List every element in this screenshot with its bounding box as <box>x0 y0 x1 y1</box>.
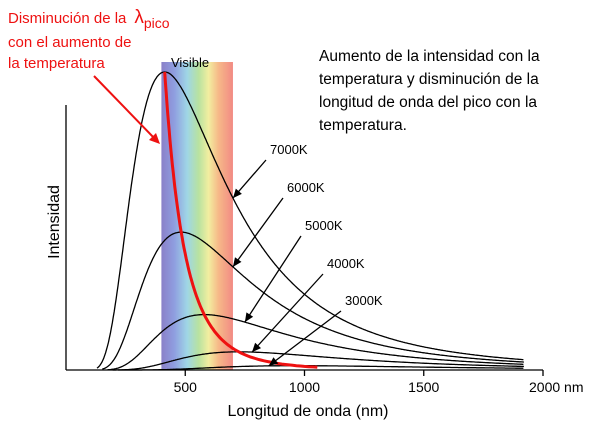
annotation-line2: temperatura y disminución de la <box>319 71 539 88</box>
x-ticks: 500 1000 1500 2000 nm <box>174 370 583 395</box>
series-arrows <box>232 159 342 367</box>
curve-6000k <box>102 231 524 370</box>
peak-label-arrow <box>93 75 157 141</box>
series-label-5000k: 5000K <box>305 218 343 233</box>
series-label-6000k: 6000K <box>287 180 325 195</box>
series-arrowhead <box>244 312 254 323</box>
peak-line <box>163 71 318 369</box>
series-arrowhead <box>252 342 262 353</box>
series-label-4000k: 4000K <box>327 256 365 271</box>
peak-label-line3: la temperatura <box>8 55 105 72</box>
visible-band <box>161 62 233 370</box>
annotation-line1: Aumento de la intensidad con la <box>319 48 540 65</box>
peak-label-arrowhead <box>149 133 160 144</box>
lambda-subscript: pico <box>144 15 170 31</box>
x-tick-label: 1000 <box>289 379 320 395</box>
series-arrowhead <box>268 357 279 366</box>
x-tick-label: 1500 <box>408 379 439 395</box>
series-arrow <box>232 197 284 268</box>
annotation: Aumento de la intensidad con la temperat… <box>319 48 540 134</box>
visible-label: Visible <box>171 55 209 70</box>
series-arrowhead <box>232 257 242 267</box>
y-axis-label: Intensidad <box>46 185 63 259</box>
series-labels: 7000K 6000K 5000K 4000K 3000K <box>270 142 383 308</box>
curve-7000k <box>96 71 524 369</box>
curves <box>96 71 524 371</box>
annotation-line3: longitud de onda del pico con la <box>319 94 537 111</box>
annotation-line4: temperatura. <box>319 117 407 134</box>
peak-label-line1: Disminución de la <box>8 10 127 27</box>
x-tick-label: 500 <box>174 379 198 395</box>
series-arrow <box>251 273 324 353</box>
series-label-7000k: 7000K <box>270 142 308 157</box>
series-label-3000k: 3000K <box>345 293 383 308</box>
lambda-symbol: λ <box>134 7 144 28</box>
peak-label-line2: con el aumento de <box>8 34 131 51</box>
x-axis-label: Longitud de onda (nm) <box>228 403 389 420</box>
x-tick-label: 2000 nm <box>529 379 583 395</box>
series-arrowhead <box>232 188 242 199</box>
curve-5000k <box>107 313 524 371</box>
series-arrow <box>268 310 342 367</box>
peak-line-label: Disminución de la λpico con el aumento de… <box>8 7 170 72</box>
series-arrow <box>244 235 302 323</box>
curve-4000k <box>112 351 524 371</box>
curve-3000k <box>118 365 524 371</box>
